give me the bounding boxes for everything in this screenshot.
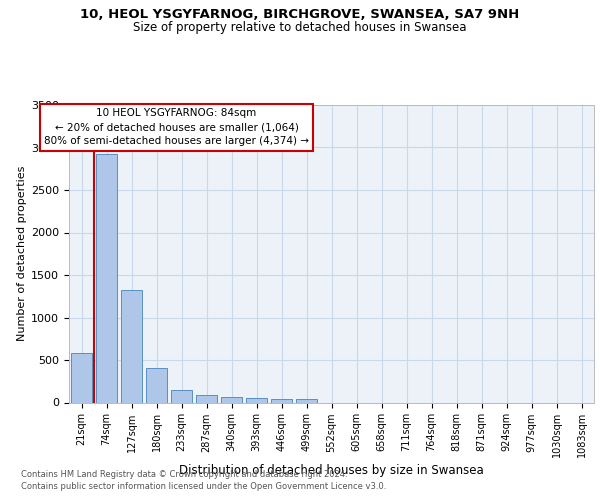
- Bar: [246, 398, 267, 402]
- Bar: [221, 397, 242, 402]
- Bar: [196, 395, 217, 402]
- X-axis label: Distribution of detached houses by size in Swansea: Distribution of detached houses by size …: [179, 464, 484, 477]
- Y-axis label: Number of detached properties: Number of detached properties: [17, 166, 27, 342]
- Text: Contains public sector information licensed under the Open Government Licence v3: Contains public sector information licen…: [21, 482, 386, 491]
- Text: Size of property relative to detached houses in Swansea: Size of property relative to detached ho…: [133, 21, 467, 34]
- Bar: [271, 398, 292, 402]
- Text: Contains HM Land Registry data © Crown copyright and database right 2024.: Contains HM Land Registry data © Crown c…: [21, 470, 347, 479]
- Bar: [296, 398, 317, 402]
- Bar: [146, 368, 167, 402]
- Bar: [171, 390, 192, 402]
- Bar: [96, 154, 117, 402]
- Text: 10 HEOL YSGYFARNOG: 84sqm
← 20% of detached houses are smaller (1,064)
80% of se: 10 HEOL YSGYFARNOG: 84sqm ← 20% of detac…: [44, 108, 309, 146]
- Text: 10, HEOL YSGYFARNOG, BIRCHGROVE, SWANSEA, SA7 9NH: 10, HEOL YSGYFARNOG, BIRCHGROVE, SWANSEA…: [80, 8, 520, 21]
- Bar: [121, 290, 142, 403]
- Bar: [71, 353, 92, 403]
